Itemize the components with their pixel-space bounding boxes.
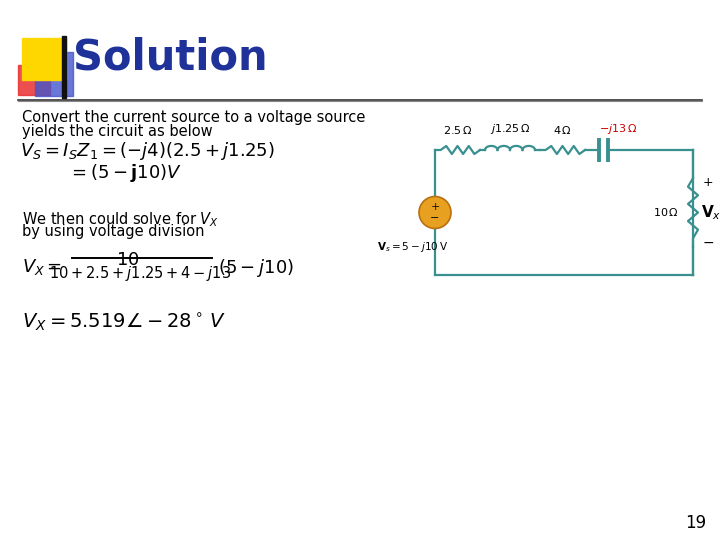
Text: $2.5\,\Omega$: $2.5\,\Omega$ xyxy=(443,124,472,136)
Text: −: − xyxy=(431,213,440,222)
Text: $V_X = 5.519\angle -28^\circ\,V$: $V_X = 5.519\angle -28^\circ\,V$ xyxy=(22,312,225,334)
Text: $4\,\Omega$: $4\,\Omega$ xyxy=(553,124,572,136)
Bar xyxy=(35,52,73,96)
Text: Solution: Solution xyxy=(73,36,268,78)
Bar xyxy=(18,65,50,95)
Text: +: + xyxy=(431,202,440,213)
Text: $10\,\Omega$: $10\,\Omega$ xyxy=(653,206,679,219)
Text: $= (5-\mathbf{j}10)V$: $= (5-\mathbf{j}10)V$ xyxy=(68,162,182,184)
Text: −: − xyxy=(703,236,715,250)
Text: $10$: $10$ xyxy=(116,251,140,269)
Text: $\mathbf{V}_s = 5 - j10\,\mathrm{V}$: $\mathbf{V}_s = 5 - j10\,\mathrm{V}$ xyxy=(377,240,449,254)
Text: $\mathbf{V}_x$: $\mathbf{V}_x$ xyxy=(701,203,720,222)
Text: $(5 - j10)$: $(5 - j10)$ xyxy=(218,257,294,279)
Text: We then could solve for $V_X$: We then could solve for $V_X$ xyxy=(22,210,219,229)
Text: 19: 19 xyxy=(685,514,706,532)
Text: $j1.25\,\Omega$: $j1.25\,\Omega$ xyxy=(490,122,530,136)
Bar xyxy=(22,38,66,80)
Bar xyxy=(62,36,66,98)
Text: $V_X =$: $V_X =$ xyxy=(22,257,62,277)
Text: $-j13\,\Omega$: $-j13\,\Omega$ xyxy=(599,122,638,136)
Text: $10 + 2.5 + j1.25 + 4 - j13$: $10 + 2.5 + j1.25 + 4 - j13$ xyxy=(49,264,231,283)
Text: by using voltage division: by using voltage division xyxy=(22,224,204,239)
Text: yields the circuit as below: yields the circuit as below xyxy=(22,124,212,139)
Circle shape xyxy=(419,197,451,228)
Text: Convert the current source to a voltage source: Convert the current source to a voltage … xyxy=(22,110,365,125)
Text: +: + xyxy=(703,176,714,188)
Text: $V_S = I_S Z_1 = (-j4)(2.5 + j1.25)$: $V_S = I_S Z_1 = (-j4)(2.5 + j1.25)$ xyxy=(20,140,274,162)
